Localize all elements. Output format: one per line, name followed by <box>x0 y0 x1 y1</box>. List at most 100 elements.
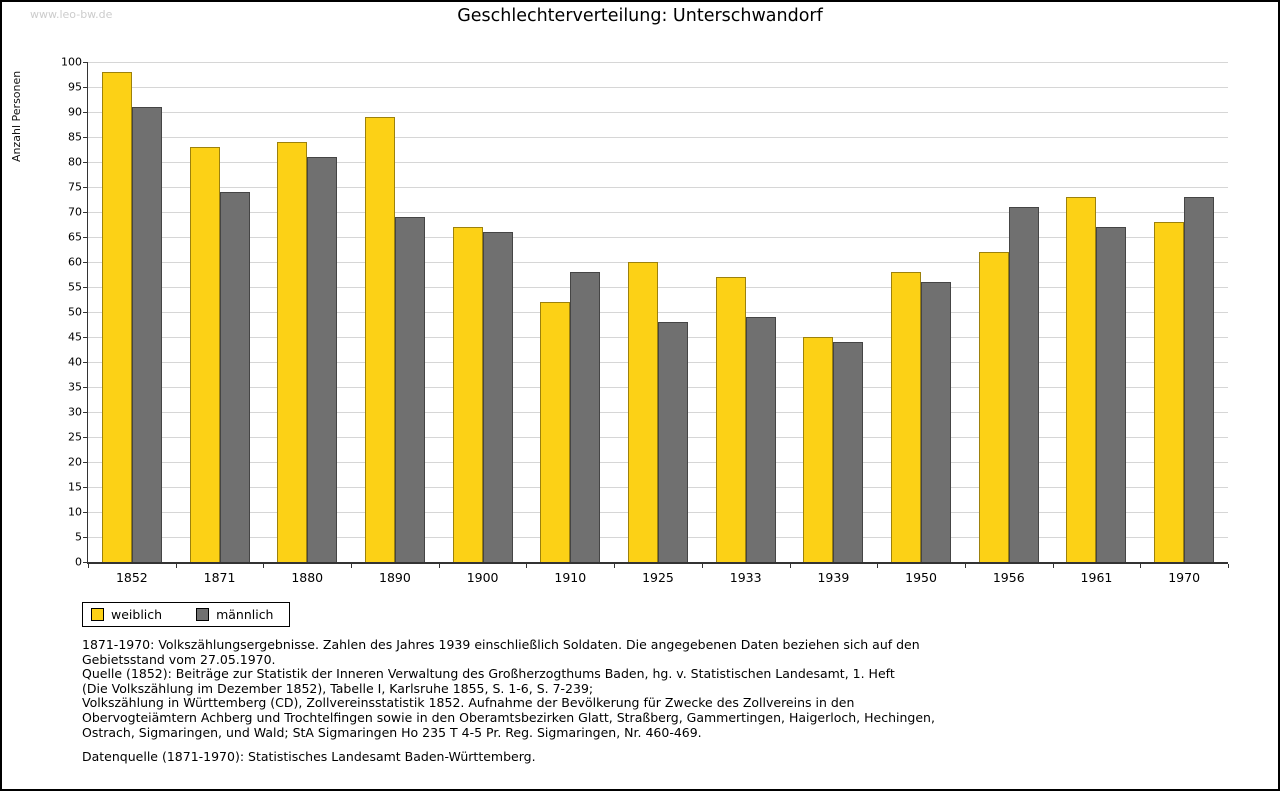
bar-männlich-1933 <box>745 317 776 562</box>
bar-männlich-1871 <box>219 192 250 562</box>
y-tick-mark <box>83 137 87 138</box>
footnote-text: 1871-1970: Volkszählungsergebnisse. Zahl… <box>82 637 1002 740</box>
gridline <box>88 212 1228 213</box>
y-tick-label: 85 <box>68 130 82 144</box>
x-tick-label: 1871 <box>203 570 236 585</box>
footnote-line: Obervogteiämtern Achberg und Trochtelfin… <box>82 709 935 725</box>
footnote-line: (Die Volkszählung im Dezember 1852), Tab… <box>82 680 594 696</box>
gridline <box>88 162 1228 163</box>
y-tick-mark <box>83 337 87 338</box>
footnote-source: Datenquelle (1871-1970): Statistisches L… <box>82 749 536 765</box>
x-tick-mark <box>1140 564 1142 568</box>
y-tick-mark <box>83 487 87 488</box>
bar-männlich-1880 <box>307 157 338 562</box>
x-tick-label: 1890 <box>379 570 411 585</box>
x-tick-label: 1939 <box>817 570 850 585</box>
y-tick-mark <box>83 412 87 413</box>
footnote-line: Gebietsstand vom 27.05.1970. <box>82 651 276 667</box>
y-axis-label: Anzahl Personen <box>10 70 23 162</box>
y-tick-mark <box>83 287 87 288</box>
x-axis-labels: 1852 1871 1880 1890 1900 1910 1925 1933 1939 1950… <box>88 570 1228 586</box>
bar-männlich-1900 <box>482 232 513 562</box>
x-tick-label: 1970 <box>1168 570 1201 585</box>
y-tick-mark <box>83 162 87 163</box>
x-tick-label: 1933 <box>729 570 762 585</box>
y-tick-label: 25 <box>68 430 82 444</box>
y-tick-label: 5 <box>75 530 82 544</box>
bar-weiblich-1925 <box>628 262 658 562</box>
x-tick-mark <box>351 564 353 568</box>
gridline <box>88 62 1228 63</box>
y-tick-label: 65 <box>68 230 82 244</box>
y-tick-mark <box>83 187 87 188</box>
footnote-line: Ostrach, Sigmaringen, und Wald; StA Sigm… <box>82 724 702 740</box>
y-tick-mark <box>83 87 87 88</box>
x-tick-label: 1925 <box>642 570 674 585</box>
x-tick-label: 1880 <box>291 570 324 585</box>
bar-weiblich-1956 <box>978 252 1009 562</box>
bar-weiblich-1871 <box>189 147 220 562</box>
y-tick-mark <box>83 312 87 313</box>
x-tick-mark <box>438 564 440 568</box>
bar-weiblich-1939 <box>803 337 834 562</box>
y-tick-label: 95 <box>68 80 82 94</box>
x-tick-label: 1961 <box>1080 570 1113 585</box>
y-tick-label: 40 <box>68 355 82 369</box>
legend-label: weiblich <box>111 607 163 622</box>
footnotes: 1871-1970: Volkszählungsergebnisse. Zahl… <box>82 637 1002 765</box>
x-tick-mark <box>526 564 528 568</box>
x-tick-label: 1852 <box>115 570 148 585</box>
chart-title: Geschlechterverteilung: Unterschwandorf <box>457 6 823 26</box>
y-tick-mark <box>83 537 87 538</box>
x-tick-mark <box>88 564 89 568</box>
y-tick-mark <box>83 437 87 438</box>
legend-item-männlich: männlich <box>196 607 273 622</box>
x-tick-mark <box>1228 564 1229 568</box>
bar-weiblich-1852 <box>101 72 132 562</box>
gridline <box>88 87 1228 88</box>
y-tick-label: 15 <box>68 480 82 494</box>
y-tick-label: 10 <box>68 505 82 519</box>
y-tick-label: 90 <box>68 105 82 119</box>
y-tick-label: 60 <box>68 255 82 269</box>
y-tick-mark <box>83 112 87 113</box>
legend: weiblich männlich <box>82 602 291 627</box>
x-tick-label: 1900 <box>466 570 499 585</box>
x-tick-mark <box>614 564 616 568</box>
bar-weiblich-1900 <box>452 227 483 562</box>
gridline <box>88 137 1228 138</box>
bar-männlich-1910 <box>570 272 601 562</box>
y-tick-label: 100 <box>61 55 82 69</box>
y-tick-mark <box>83 62 87 63</box>
bar-weiblich-1880 <box>277 142 308 562</box>
bar-männlich-1939 <box>833 342 864 562</box>
plot-area: 0 5 10 15 20 25 30 35 40 45 50 55 60 65 70 75 80 85 90 95 10… <box>61 56 1229 569</box>
x-tick-mark <box>701 564 703 568</box>
y-tick-label: 75 <box>68 180 82 194</box>
x-tick-mark <box>1052 564 1054 568</box>
y-tick-mark <box>83 512 87 513</box>
bar-weiblich-1970 <box>1154 222 1185 562</box>
bar-weiblich-1961 <box>1066 197 1097 562</box>
x-tick-label: 1950 <box>905 570 937 585</box>
x-tick-mark <box>175 564 177 568</box>
bar-männlich-1956 <box>1008 207 1039 562</box>
y-tick-label: 45 <box>68 330 82 344</box>
y-tick-label: 70 <box>68 205 82 219</box>
y-tick-mark <box>83 362 87 363</box>
bar-weiblich-1950 <box>891 272 922 562</box>
bar-weiblich-1910 <box>540 302 571 562</box>
y-tick-label: 55 <box>68 280 82 294</box>
y-tick-label: 80 <box>68 155 82 169</box>
y-tick-mark <box>83 237 87 238</box>
y-tick-mark <box>83 387 87 388</box>
y-tick-mark <box>83 212 87 213</box>
legend-item-weiblich: weiblich <box>91 607 162 622</box>
bar-männlich-1961 <box>1096 227 1127 562</box>
x-tick-label: 1956 <box>992 570 1025 585</box>
x-tick-mark <box>964 564 966 568</box>
gridline <box>88 112 1228 113</box>
legend-label: männlich <box>216 607 274 622</box>
gridline <box>88 262 1228 263</box>
